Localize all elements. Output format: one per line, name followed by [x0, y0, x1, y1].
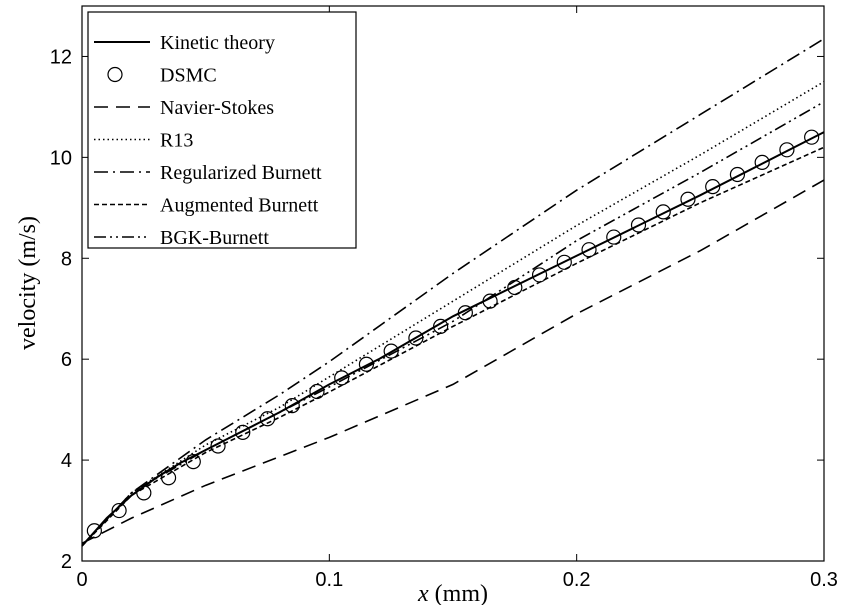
data-point-dsmc	[680, 191, 696, 207]
x-axis-title-variable: x	[417, 581, 429, 605]
data-point-dsmc	[111, 502, 127, 519]
series-line-r13	[81, 80, 825, 547]
legend-label-kinetic-theory: Kinetic theory	[160, 32, 275, 54]
y-tick-label: 12	[50, 46, 72, 68]
plot-frame	[81, 5, 825, 562]
legend-label-r13: R13	[160, 130, 193, 152]
x-tick-label: 0	[76, 569, 87, 591]
legend-box	[87, 11, 357, 249]
x-tick-label: 0.2	[563, 569, 591, 591]
legend: Kinetic theory DSMC Navier-Stokes R13 Regula…	[87, 11, 357, 249]
legend-label-navier-stokes: Navier-Stokes	[160, 97, 274, 119]
data-point-dsmc	[779, 142, 795, 158]
y-tick-label: 2	[61, 551, 72, 573]
data-point-dsmc	[729, 166, 746, 183]
data-point-dsmc	[655, 204, 671, 220]
legend-label-regularized-burnett: Regularized Burnett	[160, 162, 322, 184]
y-tick-label: 6	[61, 349, 72, 371]
legend-label-bgk-burnett: BGK-Burnett	[160, 227, 269, 249]
y-tick-label: 8	[61, 248, 72, 270]
series-line-bgk-burnett	[81, 101, 825, 547]
data-point-dsmc	[284, 398, 300, 414]
ticks-layer: 0 0.1 0.2 0.3 2 4 6 8 10 12	[50, 6, 838, 591]
legend-label-dsmc: DSMC	[160, 65, 217, 87]
y-tick-label: 4	[61, 450, 72, 472]
series-line-augmented-burnett	[81, 146, 825, 547]
x-tick-label: 0.3	[810, 569, 838, 591]
data-point-dsmc	[754, 154, 770, 171]
series-line-navier-stokes	[81, 179, 825, 545]
data-point-dsmc	[210, 438, 226, 454]
legend-marker-dsmc	[107, 66, 123, 83]
x-axis-title-unit: (mm)	[429, 581, 488, 605]
series-layer	[81, 38, 825, 547]
data-point-dsmc	[606, 229, 622, 245]
data-point-dsmc	[804, 129, 820, 145]
y-axis-title: velocity (m/s)	[15, 216, 41, 350]
legend-label-augmented-burnett: Augmented Burnett	[160, 195, 319, 217]
data-point-dsmc	[556, 254, 572, 270]
data-point-dsmc	[259, 411, 276, 427]
series-line-regularized-burnett	[81, 38, 825, 547]
x-axis-title: x (mm)	[417, 581, 488, 605]
x-tick-label: 0.1	[315, 569, 343, 591]
data-point-dsmc	[630, 217, 647, 233]
data-point-dsmc	[705, 179, 721, 195]
y-tick-label: 10	[50, 147, 72, 169]
